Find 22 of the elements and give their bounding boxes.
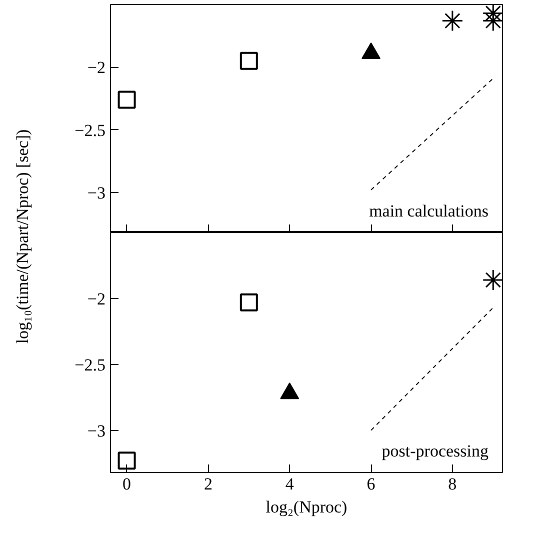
x-tick-label: 6: [366, 474, 376, 494]
y-tick-label: −2: [87, 58, 106, 78]
point: [482, 4, 502, 24]
y-tick-label: −2.5: [74, 120, 106, 140]
annotation: main calculations: [369, 202, 489, 220]
point: [118, 90, 136, 109]
point: [240, 293, 258, 312]
x-tick-label: 4: [285, 474, 294, 494]
x-tick-label: 2: [204, 474, 212, 494]
x-tick-label: 8: [448, 474, 457, 494]
y-tick-label: −3: [87, 183, 106, 202]
point: [482, 269, 502, 291]
x-tick-label: 0: [122, 474, 132, 494]
y-tick-label: −3: [87, 421, 106, 440]
point: [118, 452, 136, 470]
y-tick-label: −2: [87, 289, 106, 308]
point: [240, 52, 258, 70]
y-axis-title: log₁₀(time/(Npart/Nproc) [sec]): [13, 129, 32, 344]
annotation: post-processing: [382, 442, 489, 460]
point: [442, 10, 464, 32]
x-axis-title: log₂(Nproc): [266, 498, 348, 516]
y-tick-label: −2.5: [74, 355, 106, 374]
